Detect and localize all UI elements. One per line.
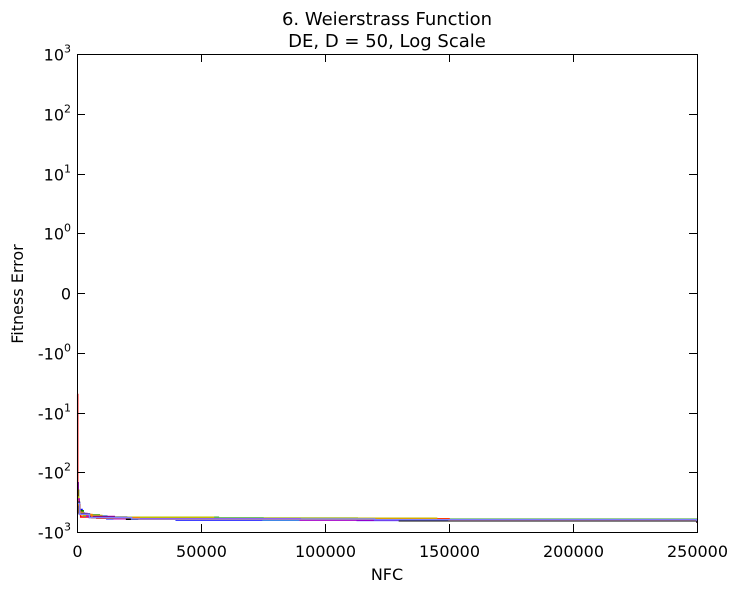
chart-title-line2: DE, D = 50, Log Scale: [288, 31, 486, 52]
y-tick-label: -101: [38, 402, 71, 424]
y-tick-label: -103: [38, 521, 71, 543]
plot-frame: [77, 54, 698, 533]
y-tick-label: 102: [44, 103, 71, 125]
y-tick-label: -100: [38, 342, 71, 364]
x-tick-label: 250000: [667, 542, 728, 561]
y-tick-label: 100: [44, 222, 71, 244]
x-axis: 0 50000 100000 150000 200000 250000: [72, 54, 728, 561]
x-tick-label: 100000: [295, 542, 356, 561]
y-tick-label: 0: [61, 285, 71, 304]
y-axis: 103 102 101 100 0 -100 -101 -102 -103: [38, 43, 697, 543]
x-tick-label: 50000: [176, 542, 227, 561]
y-tick-label: -102: [38, 461, 71, 483]
series-line-9: [77, 502, 698, 522]
y-axis-label: Fitness Error: [8, 244, 27, 344]
y-tick-label: 103: [44, 43, 71, 65]
x-tick-label: 0: [72, 542, 82, 561]
y-tick-label: 101: [44, 163, 71, 185]
x-tick-label: 150000: [419, 542, 480, 561]
x-axis-label: NFC: [371, 565, 403, 584]
x-tick-label: 200000: [543, 542, 604, 561]
chart-title-line1: 6. Weierstrass Function: [282, 9, 492, 30]
